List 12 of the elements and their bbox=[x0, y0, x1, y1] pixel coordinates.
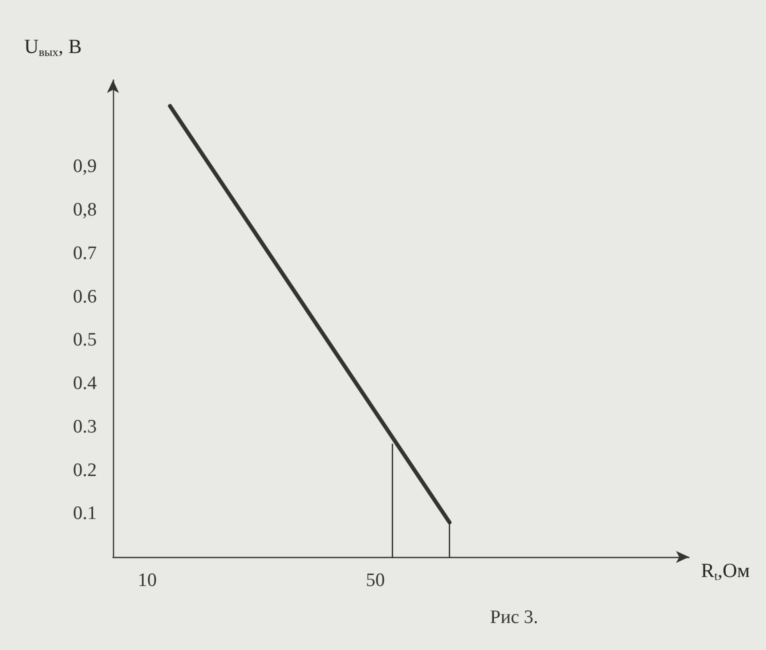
y-tick-label: 0.4 bbox=[73, 373, 98, 394]
y-tick-label: 0,8 bbox=[73, 200, 97, 221]
y-tick-label: 0.6 bbox=[73, 286, 97, 308]
y-tick-label: 0,9 bbox=[73, 156, 97, 178]
y-tick-label: 0.5 bbox=[73, 330, 97, 351]
y-tick-label: 0.3 bbox=[73, 416, 97, 438]
y-tick-label: 0.2 bbox=[73, 460, 97, 481]
x-tick-label: 10 bbox=[138, 570, 157, 591]
y-tick-label: 0.1 bbox=[73, 503, 97, 524]
x-tick-label: 50 bbox=[366, 570, 385, 591]
text: Рис 3. bbox=[490, 607, 538, 628]
y-tick-label: 0.7 bbox=[73, 242, 97, 264]
